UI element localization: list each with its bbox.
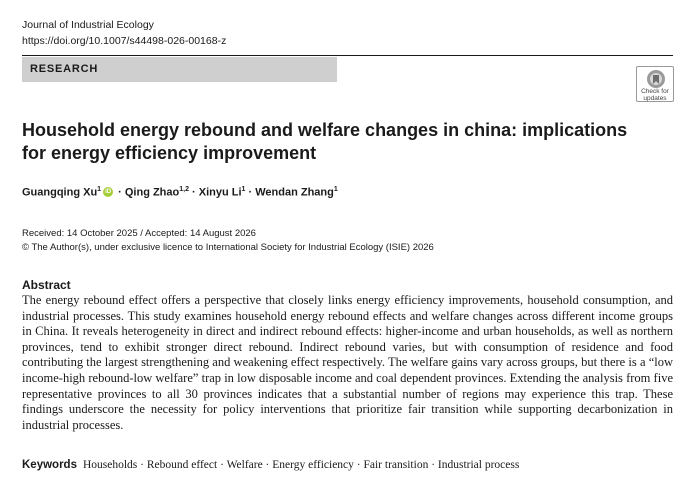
author-affiliation: 1 <box>241 186 246 193</box>
header-rule <box>22 55 673 56</box>
keywords-label: Keywords <box>22 459 77 471</box>
check-updates-icon <box>647 70 665 88</box>
keywords-list: Households · Rebound effect · Welfare · … <box>82 459 520 471</box>
check-updates-text-2: updates <box>643 95 667 102</box>
doi-link[interactable]: https://doi.org/10.1007/s44498-026-00168… <box>22 35 227 47</box>
section-bar: RESEARCH <box>22 57 337 82</box>
check-for-updates-button[interactable]: Check for updates <box>636 66 674 102</box>
author-affiliation: 1 <box>97 186 102 193</box>
author-affiliation: 1,2 <box>179 186 189 193</box>
author-name[interactable]: Xinyu Li <box>198 186 242 199</box>
orcid-icon[interactable]: iD <box>103 186 114 197</box>
author-name[interactable]: Guangqing Xu <box>22 186 98 199</box>
check-updates-text: Check for <box>641 88 669 95</box>
copyright-notice: © The Author(s), under exclusive licence… <box>22 242 434 253</box>
author-name[interactable]: Qing Zhao <box>124 186 180 199</box>
journal-name: Journal of Industrial Ecology <box>22 19 154 31</box>
author-name[interactable]: Wendan Zhang <box>255 186 334 199</box>
author-list: Guangqing Xu1 iD · Qing Zhao1,2 · Xinyu L… <box>22 186 338 199</box>
abstract-heading: Abstract <box>22 278 71 292</box>
abstract-text: The energy rebound effect offers a persp… <box>22 293 673 432</box>
keywords-line: Keywords Households · Rebound effect · We… <box>22 459 519 471</box>
section-label: RESEARCH <box>30 63 99 75</box>
author-separator: · <box>188 186 199 199</box>
author-separator: · <box>245 186 256 199</box>
author-affiliation: 1 <box>333 186 338 193</box>
author-separator: · <box>115 186 125 199</box>
received-accepted-dates: Received: 14 October 2025 / Accepted: 14… <box>22 228 256 239</box>
article-title: Household energy rebound and welfare cha… <box>22 120 628 163</box>
